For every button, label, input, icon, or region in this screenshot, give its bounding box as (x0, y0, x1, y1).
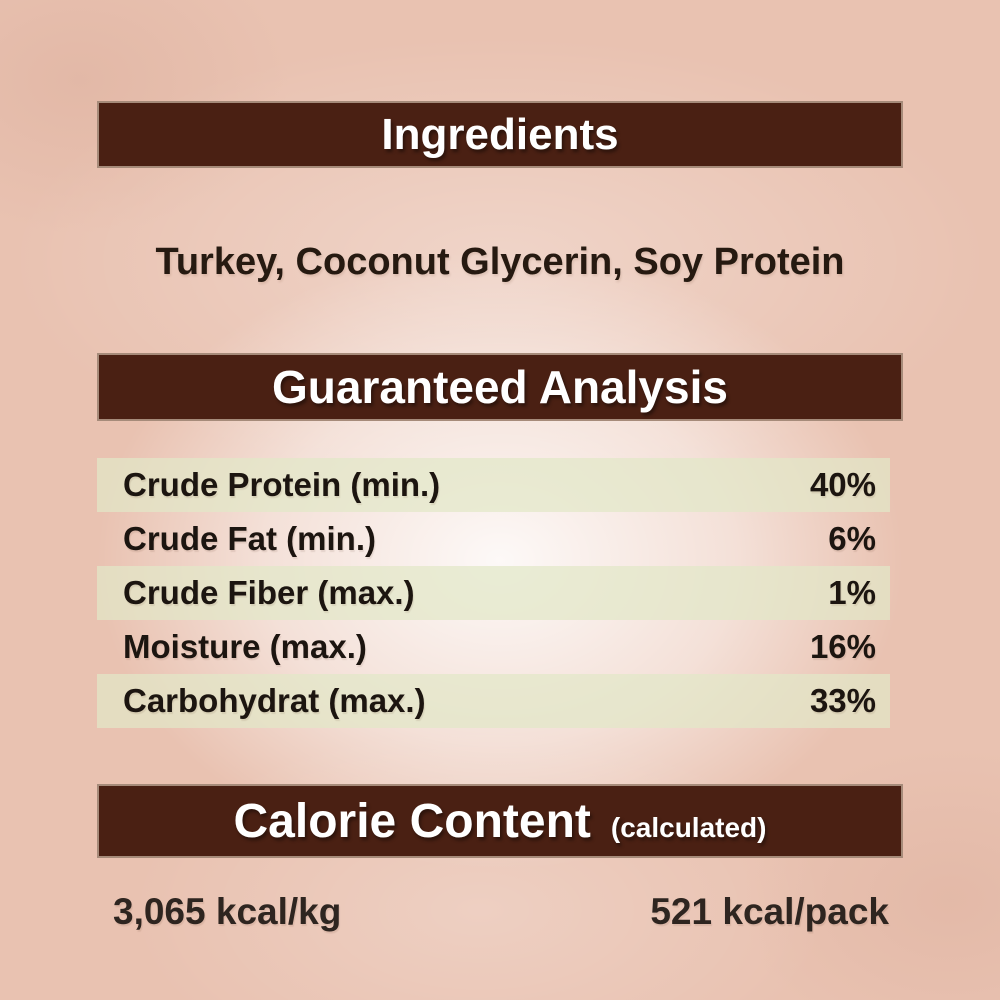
table-row-crude-fat: Crude Fat (min.) 6% (97, 512, 890, 566)
table-row-carbohydrate: Carbohydrat (max.) 33% (97, 674, 890, 728)
calorie-values-row: 3,065 kcal/kg 521 kcal/pack (97, 891, 903, 933)
nutrient-value: 1% (828, 574, 876, 611)
nutrient-name: Crude Fiber (max.) (123, 574, 415, 611)
nutrient-value: 6% (828, 520, 876, 557)
nutrient-name: Crude Fat (min.) (123, 520, 376, 557)
table-row-crude-fiber: Crude Fiber (max.) 1% (97, 566, 890, 620)
calorie-per-kg-value: 3,065 kcal/kg (113, 891, 342, 932)
calorie-header-title: Calorie Content (233, 794, 591, 848)
nutrient-value: 40% (809, 466, 876, 503)
nutrient-name: Carbohydrat (max.) (123, 682, 426, 719)
nutrient-name: Crude Protein (min.) (123, 466, 441, 503)
guaranteed-analysis-section-header: Guaranteed Analysis (97, 353, 903, 421)
nutrient-name: Moisture (max.) (123, 628, 367, 665)
table-row-crude-protein: Crude Protein (min.) 40% (97, 458, 890, 512)
calorie-header-group: Calorie Content (calculated) (234, 794, 767, 849)
guaranteed-analysis-header-title: Guaranteed Analysis (272, 361, 728, 413)
ingredients-header-title: Ingredients (381, 109, 619, 159)
nutrient-value: 16% (809, 628, 876, 665)
table-row-moisture: Moisture (max.) 16% (97, 620, 890, 674)
nutrient-value: 33% (809, 682, 876, 719)
ingredients-list-text: Turkey, Coconut Glycerin, Soy Protein (155, 241, 845, 283)
calorie-per-pack-value: 521 kcal/pack (650, 891, 889, 932)
calorie-content-section-header: Calorie Content (calculated) (97, 784, 903, 858)
ingredients-section-header: Ingredients (97, 101, 903, 168)
calorie-header-qualifier: (calculated) (610, 811, 767, 843)
guaranteed-analysis-table: Crude Protein (min.) 40% Crude Fat (min.… (97, 458, 890, 728)
